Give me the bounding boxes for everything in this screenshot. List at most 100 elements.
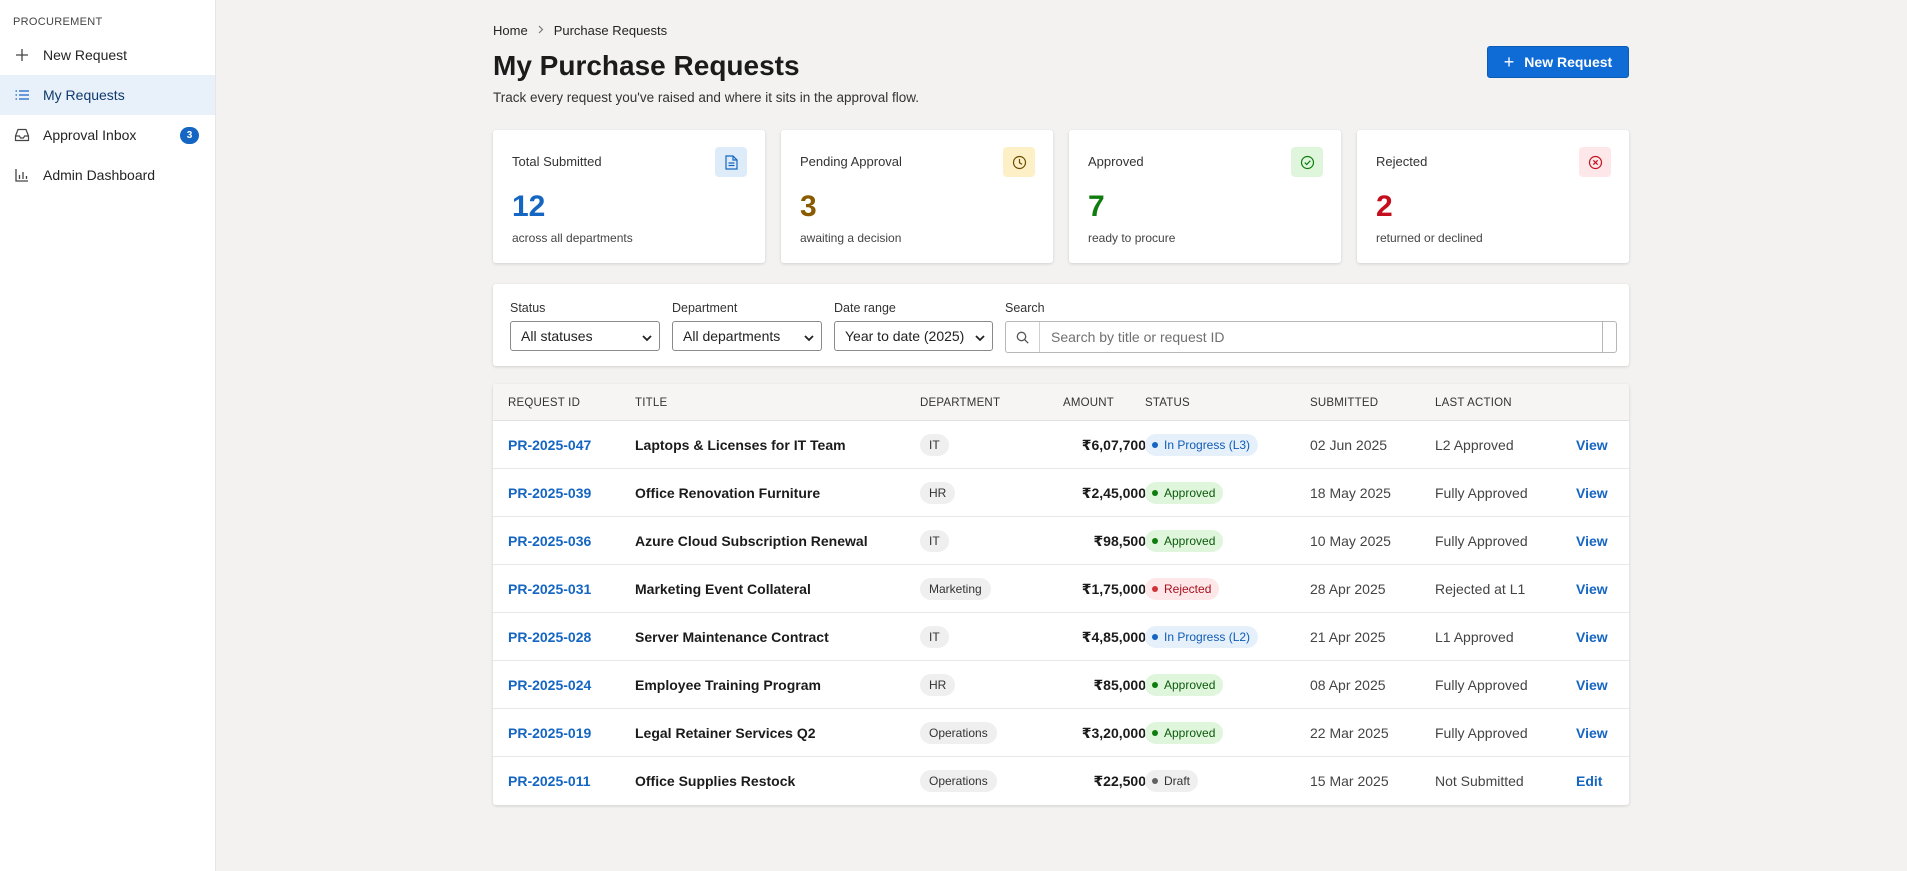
request-id-link[interactable]: PR-2025-011 <box>508 773 591 789</box>
row-action-link[interactable]: View <box>1576 677 1608 693</box>
search-label: Search <box>1005 301 1045 315</box>
breadcrumb: Home Purchase Requests <box>493 23 667 38</box>
table-body: PR-2025-047 Laptops & Licenses for IT Tea… <box>493 421 1629 805</box>
status-text: Approved <box>1164 486 1216 500</box>
request-title: Server Maintenance Contract <box>635 629 829 645</box>
status-cell: In Progress (L2) <box>1145 613 1259 661</box>
table-header: REQUEST ID TITLE DEPARTMENT AMOUNT STATU… <box>493 384 1629 421</box>
card-value: 7 <box>1088 190 1105 223</box>
status-dot-icon <box>1152 538 1158 544</box>
card-value: 12 <box>512 190 546 223</box>
sidebar-item-new-request[interactable]: New Request <box>0 35 215 75</box>
status-badge: Approved <box>1145 482 1224 504</box>
department-cell: IT <box>920 613 949 661</box>
submitted-date: 22 Mar 2025 <box>1310 725 1389 741</box>
department-chip: IT <box>920 530 949 552</box>
card-note: ready to procure <box>1088 231 1176 245</box>
chevron-right-icon <box>538 25 544 37</box>
row-action-link[interactable]: View <box>1576 437 1608 453</box>
department-filter-value: All departments <box>683 328 781 344</box>
card-label: Rejected <box>1376 154 1428 169</box>
status-badge: Approved <box>1145 722 1224 744</box>
last-action: L1 Approved <box>1435 629 1514 645</box>
breadcrumb-current: Purchase Requests <box>553 23 668 38</box>
amount-cell: ₹85,000 <box>1093 676 1146 693</box>
table-row: PR-2025-028 Server Maintenance Contract IT… <box>493 613 1629 661</box>
col-header-submitted: SUBMITTED <box>1310 397 1379 409</box>
card-approved: Approved 7 ready to procure <box>1069 130 1341 263</box>
table-row: PR-2025-031 Marketing Event Collateral Mar… <box>493 565 1629 613</box>
row-action-link[interactable]: Edit <box>1576 773 1603 789</box>
card-label: Pending Approval <box>800 154 902 169</box>
last-action: Fully Approved <box>1435 533 1528 549</box>
search-icon <box>1006 322 1040 352</box>
card-rejected: Rejected 2 returned or declined <box>1357 130 1629 263</box>
card-value: 2 <box>1376 190 1393 223</box>
row-action-link[interactable]: View <box>1576 533 1608 549</box>
request-id-link[interactable]: PR-2025-024 <box>508 677 592 693</box>
col-header-amount: AMOUNT <box>1063 397 1115 409</box>
status-text: In Progress (L2) <box>1164 630 1251 644</box>
request-id-link[interactable]: PR-2025-039 <box>508 485 592 501</box>
search-input[interactable] <box>1041 322 1603 352</box>
table-row: PR-2025-039 Office Renovation Furniture HR… <box>493 469 1629 517</box>
status-text: Draft <box>1164 774 1191 788</box>
status-badge: In Progress (L3) <box>1145 434 1259 456</box>
new-request-button[interactable]: + New Request <box>1487 46 1629 78</box>
row-action-link[interactable]: View <box>1576 485 1608 501</box>
department-chip: IT <box>920 434 949 456</box>
sidebar: PROCUREMENT New Request My Requests Appr… <box>0 0 216 871</box>
plus-icon: + <box>1503 52 1515 72</box>
request-id-link[interactable]: PR-2025-036 <box>508 533 592 549</box>
last-action: L2 Approved <box>1435 437 1514 453</box>
chevron-down-icon <box>804 330 814 346</box>
request-title: Employee Training Program <box>635 677 821 693</box>
status-badge: Rejected <box>1145 578 1220 600</box>
status-filter-select[interactable]: All statuses <box>510 321 660 351</box>
status-dot-icon <box>1152 490 1158 496</box>
status-dot-icon <box>1152 442 1158 448</box>
date-range-filter-select[interactable]: Year to date (2025) <box>834 321 993 351</box>
status-filter-value: All statuses <box>521 328 593 344</box>
request-id-link[interactable]: PR-2025-019 <box>508 725 592 741</box>
department-cell: Marketing <box>920 565 991 613</box>
last-action: Rejected at L1 <box>1435 581 1526 597</box>
department-cell: Operations <box>920 709 997 757</box>
page-title: My Purchase Requests <box>493 50 800 81</box>
sidebar-item-my-requests[interactable]: My Requests <box>0 75 215 115</box>
breadcrumb-home[interactable]: Home <box>493 23 528 38</box>
submitted-date: 08 Apr 2025 <box>1310 677 1386 693</box>
amount-cell: ₹6,07,700 <box>1081 436 1146 453</box>
request-id-link[interactable]: PR-2025-028 <box>508 629 592 645</box>
department-chip: Marketing <box>920 578 991 600</box>
row-action-link[interactable]: View <box>1576 725 1608 741</box>
chevron-down-icon <box>642 330 652 346</box>
status-cell: Rejected <box>1145 565 1220 613</box>
request-id-link[interactable]: PR-2025-031 <box>508 581 592 597</box>
request-title: Laptops & Licenses for IT Team <box>635 437 846 453</box>
department-filter-select[interactable]: All departments <box>672 321 822 351</box>
list-icon <box>14 87 30 103</box>
status-text: Approved <box>1164 678 1216 692</box>
status-cell: In Progress (L3) <box>1145 421 1259 469</box>
status-cell: Approved <box>1145 661 1224 709</box>
sidebar-item-admin-dashboard[interactable]: Admin Dashboard <box>0 155 215 195</box>
department-cell: HR <box>920 469 956 517</box>
page-subtitle: Track every request you've raised and wh… <box>493 90 920 105</box>
row-action-link[interactable]: View <box>1576 629 1608 645</box>
status-text: Approved <box>1164 534 1216 548</box>
department-filter-label: Department <box>672 301 738 315</box>
sidebar-item-approval-inbox[interactable]: Approval Inbox 3 <box>0 115 215 155</box>
request-id-link[interactable]: PR-2025-047 <box>508 437 592 453</box>
status-text: In Progress (L3) <box>1164 438 1251 452</box>
amount-cell: ₹1,75,000 <box>1081 580 1146 597</box>
status-dot-icon <box>1152 682 1158 688</box>
amount-cell: ₹3,20,000 <box>1081 724 1146 741</box>
submitted-date: 21 Apr 2025 <box>1310 629 1386 645</box>
col-header-title: TITLE <box>635 397 668 409</box>
department-chip: HR <box>920 482 956 504</box>
row-action-link[interactable]: View <box>1576 581 1608 597</box>
department-cell: IT <box>920 517 949 565</box>
submitted-date: 10 May 2025 <box>1310 533 1391 549</box>
card-total-submitted: Total Submitted 12 across all department… <box>493 130 765 263</box>
